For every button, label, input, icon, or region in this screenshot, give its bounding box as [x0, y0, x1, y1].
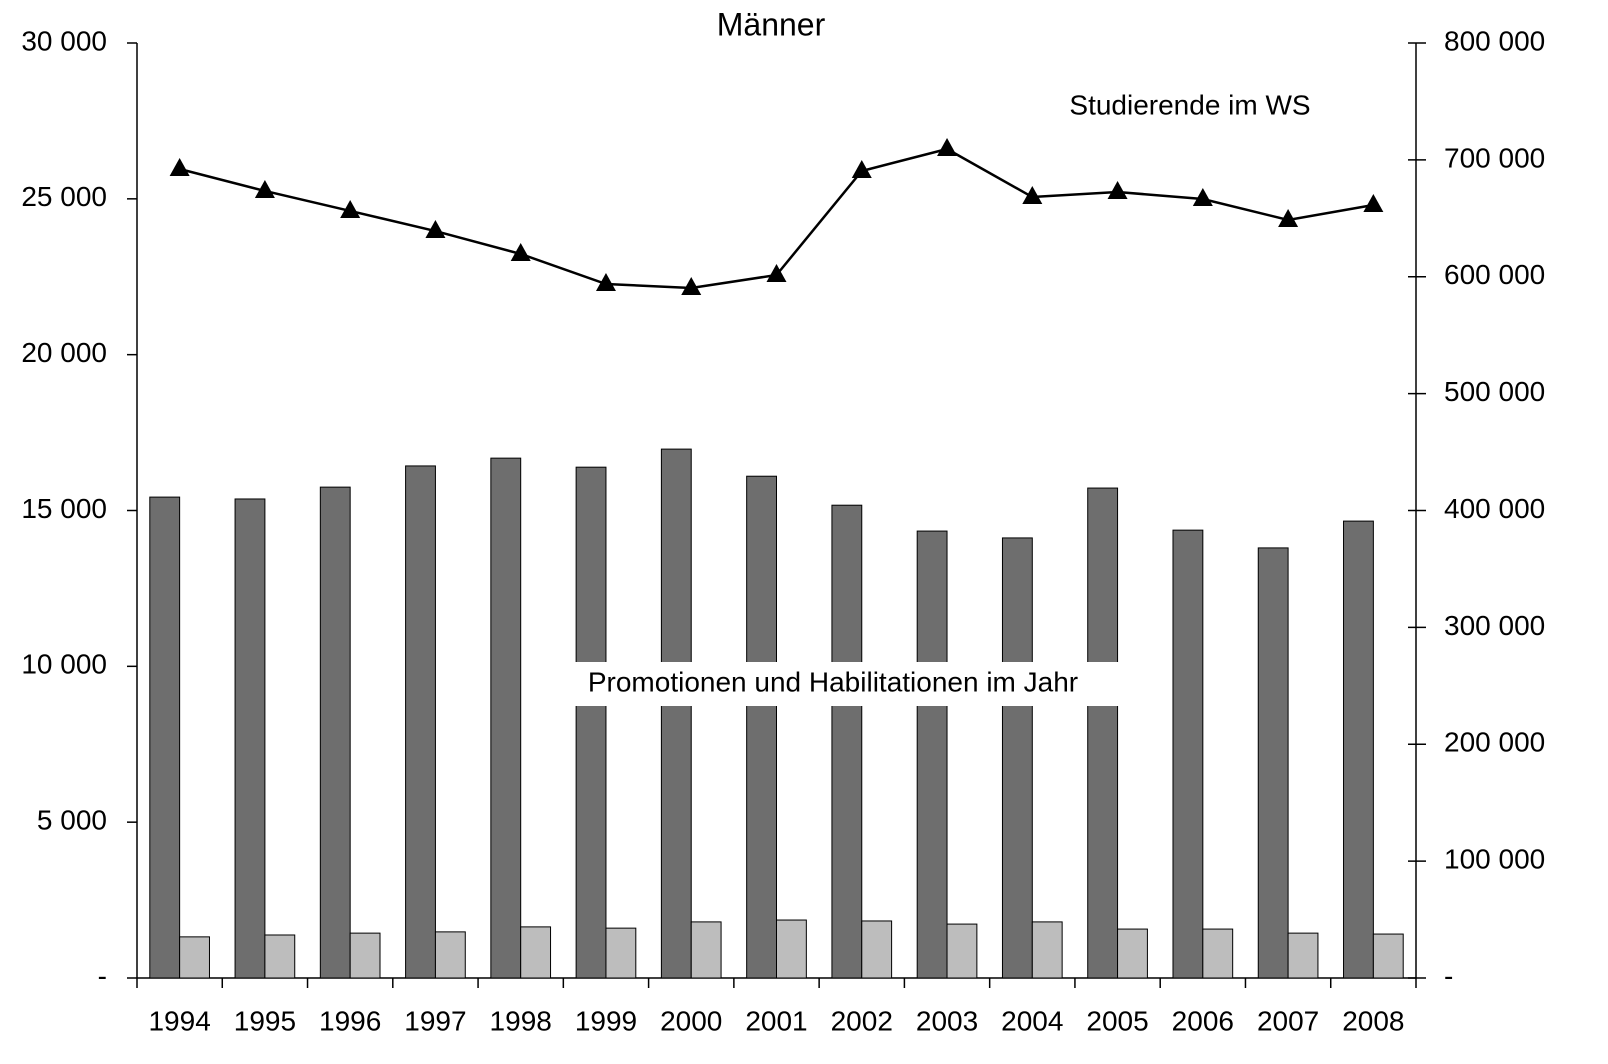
bar — [575, 466, 607, 979]
marker — [1107, 181, 1128, 200]
marker — [254, 179, 275, 198]
bar — [1257, 547, 1289, 979]
marker — [340, 199, 361, 218]
marker — [681, 276, 702, 295]
bar — [746, 475, 778, 979]
bar — [605, 927, 637, 979]
y2-tick-label: 300 000 — [1444, 610, 1545, 641]
y2-tick-label: - — [1444, 960, 1453, 991]
x-tick-label: 2001 — [745, 1005, 807, 1036]
y2-tick-label: 700 000 — [1444, 142, 1545, 173]
bar — [660, 448, 692, 979]
y2-tick-label: 600 000 — [1444, 259, 1545, 290]
x-tick-label: 1994 — [148, 1005, 210, 1036]
bar — [520, 926, 552, 979]
x-tick-label: 2004 — [1001, 1005, 1063, 1036]
marker — [169, 157, 190, 176]
y-tick-label: 5 000 — [37, 805, 107, 836]
marker — [937, 138, 958, 157]
x-tick-label: 2006 — [1172, 1005, 1234, 1036]
y-tick-label: 25 000 — [21, 181, 107, 212]
marker — [1022, 186, 1043, 205]
bar — [776, 919, 807, 979]
x-tick-label: 2007 — [1257, 1005, 1319, 1036]
y-tick-label: 15 000 — [21, 493, 107, 524]
bar — [1087, 487, 1119, 979]
bar — [405, 465, 436, 979]
marker — [851, 159, 872, 178]
bar — [490, 457, 522, 979]
bar — [149, 496, 181, 979]
y2-tick-label: 400 000 — [1444, 493, 1545, 524]
y2-tick-label: 500 000 — [1444, 376, 1545, 407]
y-tick-label: - — [98, 960, 107, 991]
y-tick-label: 10 000 — [21, 649, 107, 680]
bar — [831, 504, 863, 979]
x-tick-label: 2003 — [916, 1005, 978, 1036]
bar — [179, 936, 210, 979]
x-tick-label: 2005 — [1086, 1005, 1148, 1036]
marker — [766, 263, 787, 282]
bar — [264, 934, 296, 979]
marker — [1192, 188, 1213, 207]
x-tick-label: 2000 — [660, 1005, 722, 1036]
x-tick-label: 1996 — [319, 1005, 381, 1036]
y-tick-label: 20 000 — [21, 337, 107, 368]
x-tick-label: 2008 — [1342, 1005, 1404, 1036]
bar — [1343, 520, 1374, 979]
plot: - 5 000 10 000 15 000 20 000 25 000 30 000 - 100… — [21, 25, 1545, 1036]
marker — [1363, 193, 1384, 212]
chart-title: Männer — [717, 6, 826, 42]
y2-tick-label: 100 000 — [1444, 844, 1545, 875]
y2-tick-label: 800 000 — [1444, 25, 1545, 56]
marker — [595, 272, 616, 291]
bar — [1172, 529, 1204, 979]
x-tick-label: 2002 — [831, 1005, 893, 1036]
bar — [1031, 921, 1063, 979]
bar — [916, 530, 948, 979]
bar-annotation: Promotionen und Habilitationen im Jahr — [588, 666, 1078, 697]
bar — [690, 921, 722, 979]
line-annotation: Studierende im WS — [1069, 89, 1310, 120]
bar — [234, 498, 266, 979]
bar — [1202, 928, 1234, 979]
x-tick-label: 1995 — [234, 1005, 296, 1036]
bar — [1287, 932, 1319, 979]
marker — [1278, 208, 1299, 227]
bar — [434, 931, 466, 979]
bar — [861, 920, 893, 979]
bar — [1117, 928, 1148, 979]
x-tick-label: 1999 — [575, 1005, 637, 1036]
x-tick-label: 1997 — [404, 1005, 466, 1036]
y2-tick-label: 200 000 — [1444, 727, 1545, 758]
x-tick-label: 1998 — [490, 1005, 552, 1036]
marker — [425, 220, 446, 239]
y-tick-label: 30 000 — [21, 25, 107, 56]
bar — [349, 932, 381, 979]
bar — [1372, 933, 1404, 979]
bar — [319, 486, 351, 979]
label-background — [540, 662, 1128, 706]
bar — [1001, 537, 1033, 979]
bar — [946, 923, 978, 979]
marker — [510, 242, 531, 261]
